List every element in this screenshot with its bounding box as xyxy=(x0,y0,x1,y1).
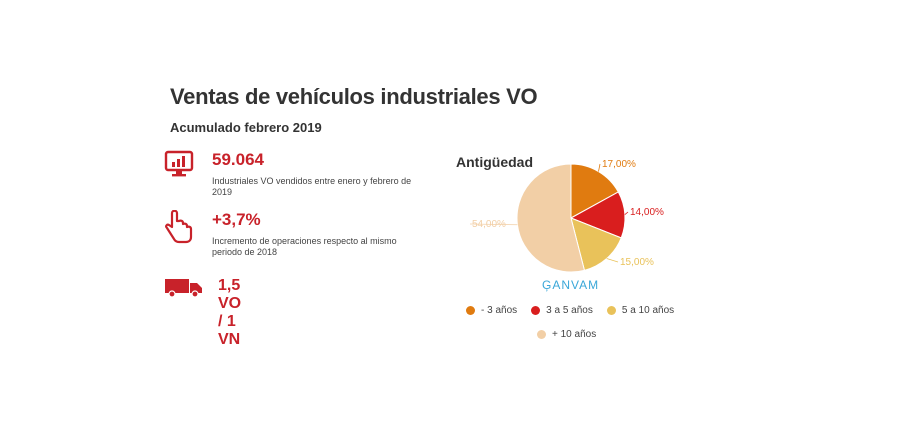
stat-description: Industriales VO vendidos entre enero y f… xyxy=(212,176,412,197)
data-label: 17,00% xyxy=(602,159,636,170)
stat-value: 59.064 xyxy=(212,150,264,169)
page-subtitle: Acumulado febrero 2019 xyxy=(170,120,322,135)
leader-line xyxy=(624,211,629,215)
stat-value: 1,5 VO / 1 VN xyxy=(218,277,242,348)
legend-item: + 10 años xyxy=(537,329,596,340)
legend-swatch xyxy=(537,330,546,339)
legend-swatch xyxy=(606,306,616,315)
legend-item: - 3 años xyxy=(466,305,517,316)
truck-icon xyxy=(164,276,204,303)
leader-line xyxy=(598,163,601,172)
legend-label: + 10 años xyxy=(552,329,597,340)
legend-item: 3 a 5 años xyxy=(531,305,593,316)
monitor-chart-icon xyxy=(164,150,194,183)
legend-swatch xyxy=(466,306,475,315)
legend-label: 5 a 10 años xyxy=(621,305,675,316)
chart-legend-row-2: + 10 años xyxy=(537,329,610,340)
leader-line xyxy=(606,258,619,263)
data-label: 54,00% xyxy=(472,219,506,230)
stat-description: Incremento de operaciones respecto al mi… xyxy=(212,236,397,257)
leader-line xyxy=(469,223,518,226)
page-title: Ventas de vehículos industriales VO xyxy=(170,84,538,109)
legend-label: - 3 años xyxy=(481,305,518,316)
stat-value: +3,7% xyxy=(212,210,261,229)
brand-logo: ĢANVAM xyxy=(542,278,600,292)
pie-slice xyxy=(570,217,622,271)
pie-chart: 17,00% 14,00% 15,00% 54,00% xyxy=(469,159,664,273)
legend-swatch xyxy=(531,306,541,315)
legend-label: 3 a 5 años xyxy=(546,305,593,316)
chart-title: Antigüedad xyxy=(456,154,533,170)
pointing-hand-icon xyxy=(164,209,194,249)
legend-item: 5 a 10 años xyxy=(606,305,675,316)
data-label: 14,00% xyxy=(630,207,664,218)
data-label: 15,00% xyxy=(620,257,654,268)
chart-legend: - 3 años 3 a 5 años 5 a 10 años xyxy=(466,305,688,316)
